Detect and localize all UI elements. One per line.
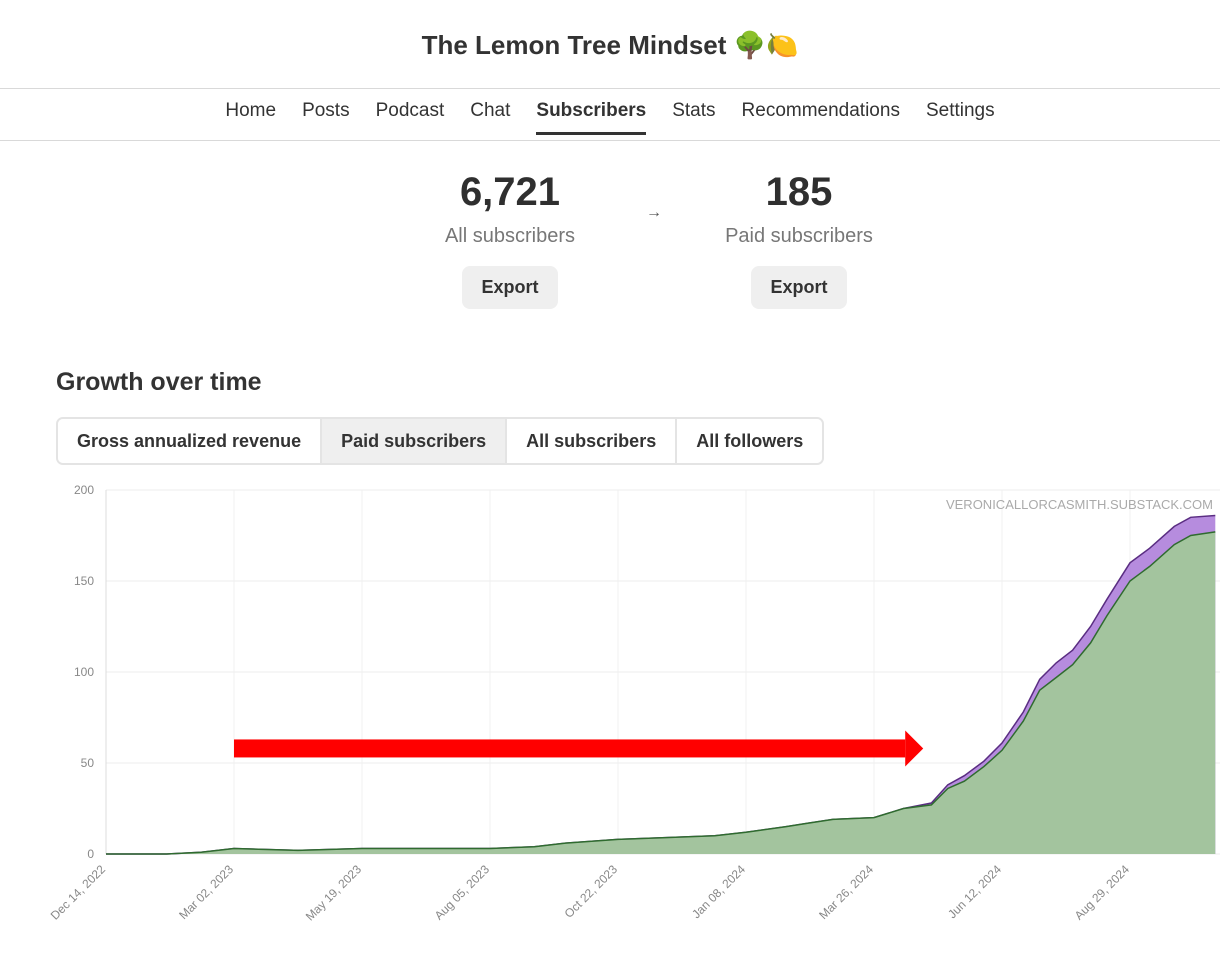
paid-subscribers-count: 185 xyxy=(765,170,833,214)
x-tick-label: Aug 29, 2024 xyxy=(1072,862,1133,923)
paid-subscribers-label: Paid subscribers xyxy=(725,225,873,247)
nav-recommendations[interactable]: Recommendations xyxy=(741,100,900,121)
tab-all-followers[interactable]: All followers xyxy=(677,419,823,463)
red-arrow-shaft xyxy=(234,739,906,758)
main-nav: Home Posts Podcast Chat Subscribers Stat… xyxy=(0,100,1220,135)
growth-title: Growth over time xyxy=(56,368,262,396)
chart-watermark: VERONICALLORCASMITH.SUBSTACK.COM xyxy=(946,497,1213,512)
all-subscribers-count: 6,721 xyxy=(459,170,561,214)
red-arrow-head xyxy=(905,730,924,767)
x-tick-label: Mar 26, 2024 xyxy=(816,862,876,922)
all-subscribers-stat: 6,721 All subscribers Export xyxy=(385,170,635,309)
nav-chat[interactable]: Chat xyxy=(470,100,511,121)
nav-posts[interactable]: Posts xyxy=(302,100,350,121)
y-tick-label: 0 xyxy=(87,847,94,861)
tab-gross-annualized-revenue[interactable]: Gross annualized revenue xyxy=(58,419,323,463)
growth-chart: 0 50 100 150 200 Dec 14, 2022 Mar 02, 2023 May … xyxy=(48,483,1220,924)
x-tick-label: Oct 22, 2023 xyxy=(562,862,621,921)
header-divider xyxy=(0,88,1220,89)
growth-tabs: Gross annualized revenue Paid subscriber… xyxy=(56,417,825,465)
x-tick-label: Dec 14, 2022 xyxy=(48,862,109,923)
nav-home[interactable]: Home xyxy=(225,100,277,121)
arrow-right-icon: → xyxy=(646,204,662,221)
paid-line xyxy=(106,531,1216,855)
paid-area xyxy=(106,531,1216,854)
tab-all-subscribers[interactable]: All subscribers xyxy=(507,419,678,463)
x-tick-label: Jan 08, 2024 xyxy=(689,862,748,921)
export-paid-button[interactable]: Export xyxy=(751,266,847,309)
all-subscribers-label: All subscribers xyxy=(444,225,576,247)
paid-subscribers-stat: 185 Paid subscribers Export xyxy=(674,170,924,309)
nav-settings[interactable]: Settings xyxy=(925,100,995,121)
publication-title: The Lemon Tree Mindset 🌳🍋 xyxy=(421,30,799,60)
x-tick-label: Aug 05, 2023 xyxy=(432,862,493,923)
export-all-button[interactable]: Export xyxy=(462,266,558,309)
nav-podcast[interactable]: Podcast xyxy=(375,100,445,121)
y-tick-label: 200 xyxy=(74,483,94,497)
nav-subscribers[interactable]: Subscribers xyxy=(536,100,647,135)
y-tick-label: 50 xyxy=(81,756,95,770)
nav-divider xyxy=(0,140,1220,141)
x-tick-label: Mar 02, 2023 xyxy=(176,862,236,922)
tab-paid-subscribers[interactable]: Paid subscribers xyxy=(322,419,508,463)
y-tick-label: 150 xyxy=(74,574,94,588)
nav-stats[interactable]: Stats xyxy=(672,100,716,121)
x-tick-label: May 19, 2023 xyxy=(303,862,365,924)
x-tick-label: Jun 12, 2024 xyxy=(945,862,1004,921)
y-tick-label: 100 xyxy=(74,665,94,679)
